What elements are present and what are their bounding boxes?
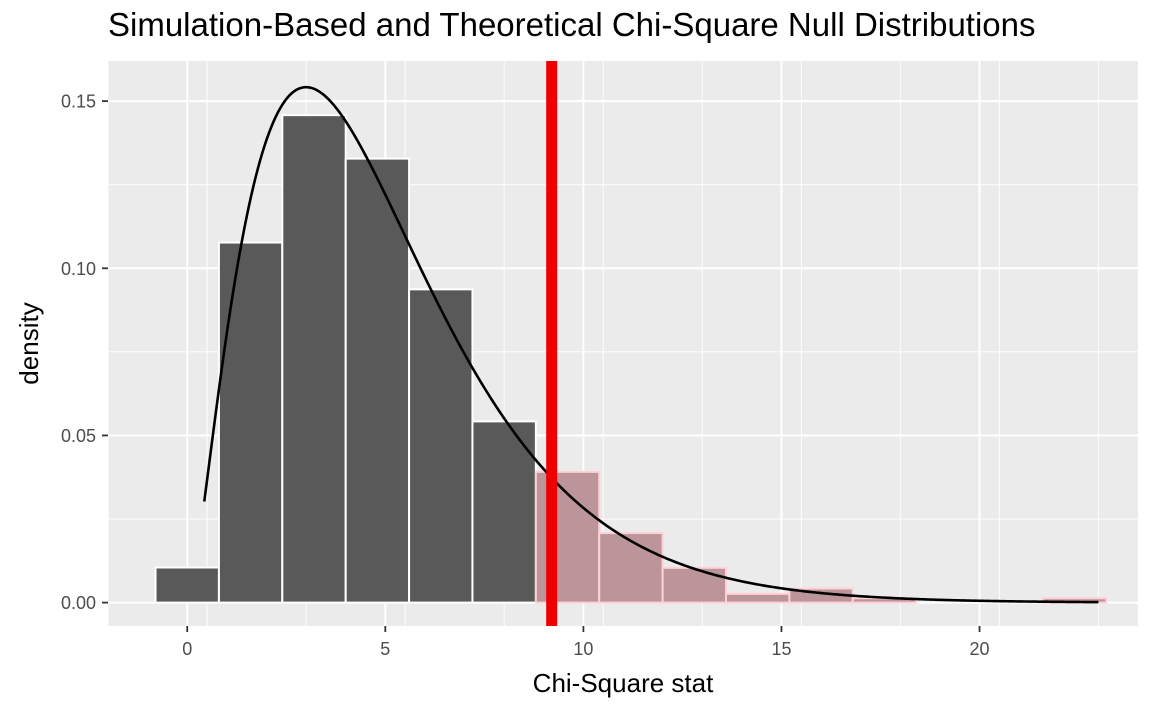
x-tick-label: 10 bbox=[573, 639, 593, 659]
chart-title: Simulation-Based and Theoretical Chi-Squ… bbox=[108, 6, 1036, 43]
y-tick-label: 0.05 bbox=[61, 426, 96, 446]
x-tick-label: 20 bbox=[970, 639, 990, 659]
x-tick-label: 15 bbox=[771, 639, 791, 659]
histogram-bar-shaded bbox=[725, 592, 791, 604]
x-axis-title: Chi-Square stat bbox=[533, 668, 714, 698]
histogram-bar bbox=[408, 288, 474, 604]
y-axis-title: density bbox=[14, 302, 44, 384]
theoretical-curve bbox=[202, 85, 1099, 604]
histogram-bar bbox=[154, 566, 220, 604]
histogram-bar-shaded bbox=[534, 470, 601, 604]
histogram-bar bbox=[217, 241, 284, 604]
y-tick-label: 0.10 bbox=[61, 259, 96, 279]
y-tick-label: 0.15 bbox=[61, 92, 96, 112]
histogram-bar bbox=[281, 114, 347, 604]
x-tick-label: 5 bbox=[380, 639, 390, 659]
histogram-bar bbox=[471, 420, 537, 604]
x-tick-label: 0 bbox=[182, 639, 192, 659]
histogram-bar-shaded bbox=[661, 566, 727, 604]
histogram-bar-shaded bbox=[598, 532, 664, 604]
y-tick-label: 0.00 bbox=[61, 593, 96, 613]
